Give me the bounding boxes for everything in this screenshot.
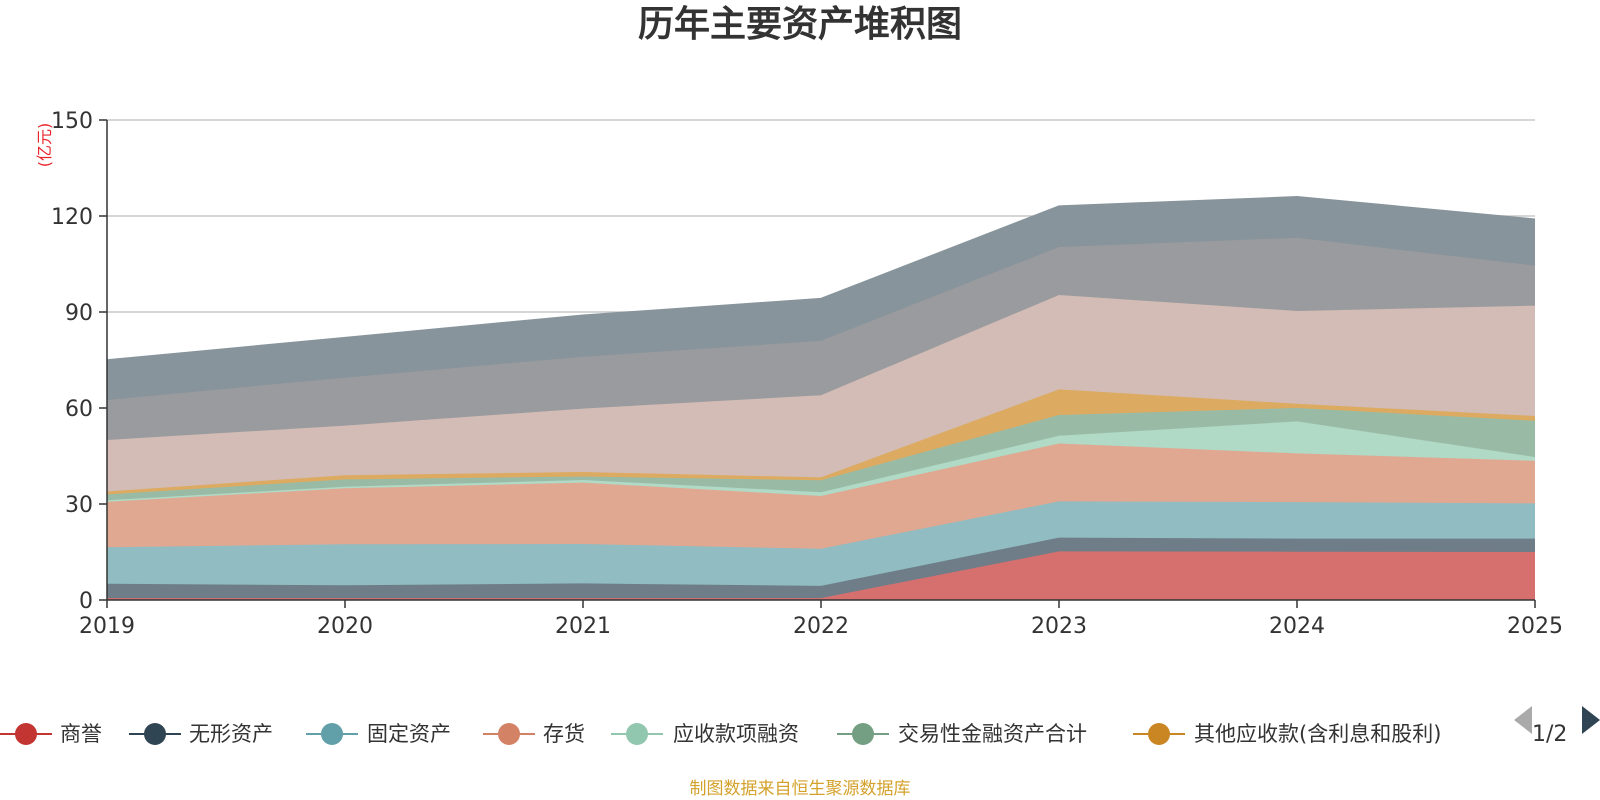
y-axis-unit-label: (亿元) — [35, 123, 54, 168]
area-series-edge-9 — [106, 196, 1536, 361]
legend-label: 其他应收款(含利息和股利) — [1194, 722, 1441, 746]
data-source-footer: 制图数据来自恒生聚源数据库 — [690, 779, 911, 799]
area-series-5[interactable] — [107, 408, 1535, 501]
legend-item[interactable]: 其他应收款(含利息和股利) — [1133, 722, 1441, 746]
y-tick-label: 60 — [65, 397, 93, 422]
legend: 商誉 无形资产 固定资产 存货 应收款项融资 交易性金融资产合计 其他应收款(含利息和股利) — [0, 722, 1441, 746]
area-series-4[interactable] — [107, 421, 1535, 502]
y-tick-label: 30 — [65, 493, 93, 518]
area-series-layer — [106, 196, 1536, 600]
x-tick-label: 2025 — [1507, 614, 1563, 639]
legend-label: 无形资产 — [189, 722, 273, 746]
legend-next-page-icon[interactable] — [1582, 706, 1600, 734]
legend-marker-icon — [852, 723, 874, 745]
legend-marker-icon — [144, 723, 166, 745]
legend-marker-icon — [626, 723, 648, 745]
legend-pager: 1/2 — [1514, 706, 1600, 747]
x-tick-label: 2022 — [793, 614, 849, 639]
y-tick-label: 120 — [51, 205, 93, 230]
x-tick-label: 2020 — [317, 614, 373, 639]
legend-marker-icon — [498, 723, 520, 745]
legend-item[interactable]: 商誉 — [0, 722, 102, 746]
axes: 0 30 60 90 120 150 2019 2020 2021 2022 2023 2024 202… — [51, 109, 1563, 639]
x-tick-label: 2021 — [555, 614, 611, 639]
legend-label: 固定资产 — [367, 722, 451, 746]
legend-marker-icon — [15, 723, 37, 745]
legend-prev-page-icon[interactable] — [1514, 706, 1532, 734]
legend-item[interactable]: 应收款项融资 — [611, 722, 799, 746]
area-series-8[interactable] — [107, 237, 1535, 440]
legend-item[interactable]: 无形资产 — [129, 722, 273, 746]
area-series-9[interactable] — [107, 196, 1535, 400]
legend-page-indicator: 1/2 — [1532, 722, 1567, 747]
legend-label: 商誉 — [60, 722, 102, 746]
area-series-6[interactable] — [107, 389, 1535, 495]
y-tick-label: 90 — [65, 301, 93, 326]
chart-title: 历年主要资产堆积图 — [638, 4, 962, 45]
x-tick-label: 2024 — [1269, 614, 1325, 639]
area-series-0[interactable] — [107, 551, 1535, 600]
legend-label: 存货 — [543, 722, 585, 746]
legend-marker-icon — [1148, 723, 1170, 745]
y-tick-label: 150 — [51, 109, 93, 134]
x-tick-label: 2019 — [79, 614, 135, 639]
x-tick-label: 2023 — [1031, 614, 1087, 639]
legend-marker-icon — [321, 723, 343, 745]
legend-label: 应收款项融资 — [673, 722, 799, 746]
y-tick-label: 0 — [79, 589, 93, 614]
legend-item[interactable]: 存货 — [483, 722, 585, 746]
legend-item[interactable]: 交易性金融资产合计 — [837, 722, 1087, 746]
area-series-2[interactable] — [107, 501, 1535, 586]
area-series-7[interactable] — [107, 295, 1535, 492]
legend-item[interactable]: 固定资产 — [306, 722, 451, 746]
legend-label: 交易性金融资产合计 — [898, 722, 1087, 746]
